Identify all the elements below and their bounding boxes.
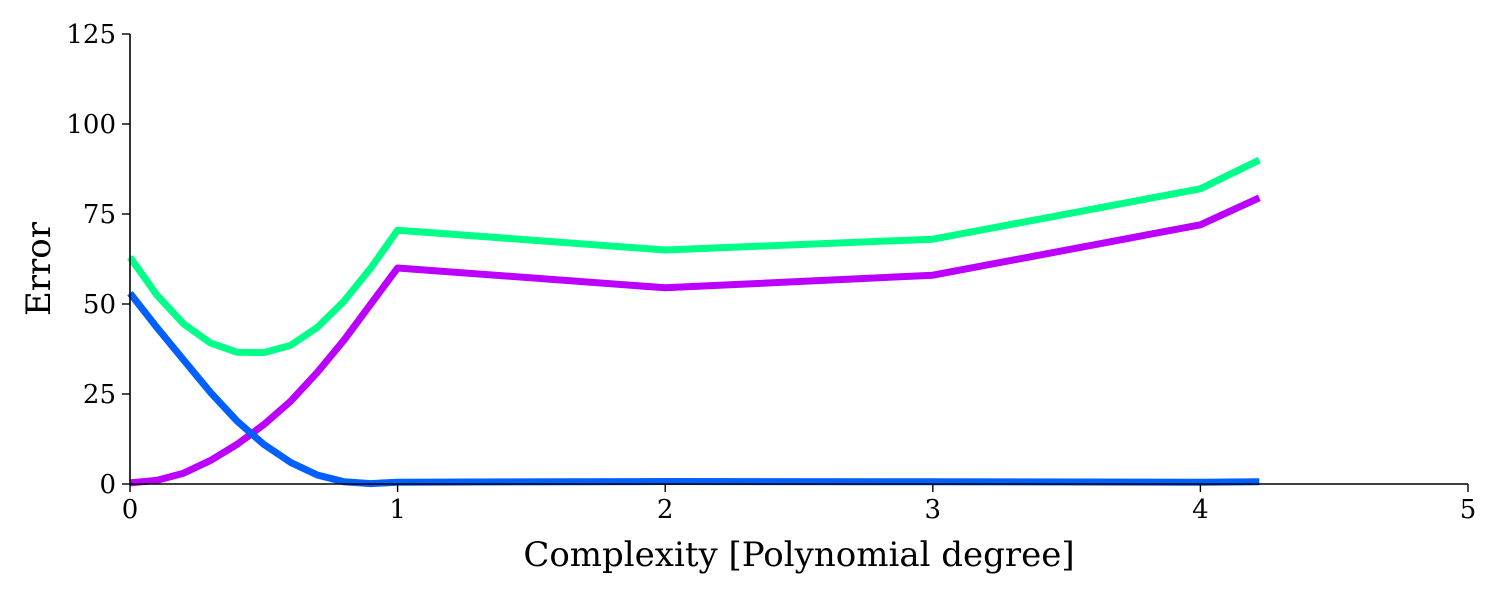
y-tick-label: 75 xyxy=(83,200,116,230)
series-line-1 xyxy=(127,156,1261,357)
x-tick-label: 2 xyxy=(657,495,674,525)
y-tick-label: 25 xyxy=(83,380,116,410)
x-tick-label: 5 xyxy=(1460,495,1477,525)
x-tick-label: 3 xyxy=(925,495,942,525)
y-tick-label: 125 xyxy=(66,20,116,50)
x-tick-label: 1 xyxy=(389,495,406,525)
x-axis-title: Complexity [Polynomial degree] xyxy=(523,535,1074,575)
series-layer xyxy=(127,156,1261,488)
x-tick-label: 4 xyxy=(1192,495,1209,525)
y-tick-label: 100 xyxy=(66,110,116,140)
x-tick-label: 0 xyxy=(122,495,139,525)
series-line-2 xyxy=(129,194,1261,487)
y-axis-title: Error xyxy=(19,221,59,316)
series-line-3 xyxy=(127,291,1260,488)
y-tick-label: 50 xyxy=(83,290,116,320)
y-tick-label: 0 xyxy=(99,470,116,500)
